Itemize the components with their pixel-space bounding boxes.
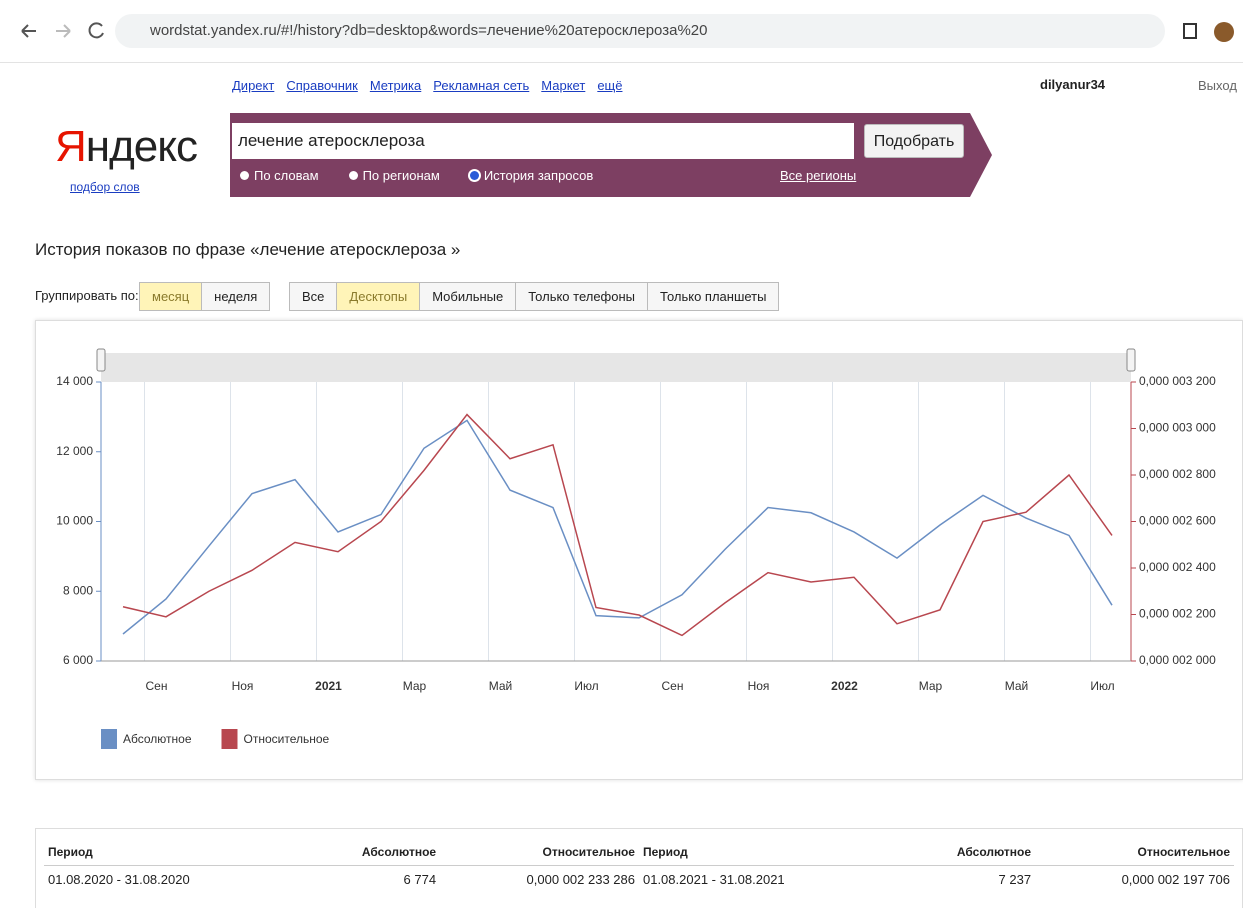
logo[interactable]: Яндекс xyxy=(55,122,197,172)
x-tick-label: Мар xyxy=(919,679,943,693)
extension-icons xyxy=(1180,18,1240,46)
link[interactable]: ещё xyxy=(597,78,622,93)
x-tick-label: Ноя xyxy=(232,679,254,693)
y2-tick-label: 0,000 002 200 xyxy=(1139,607,1216,621)
x-tick-label: 2022 xyxy=(831,679,858,693)
device-option[interactable]: Мобильные xyxy=(419,282,516,311)
avatar[interactable] xyxy=(1214,22,1234,42)
y2-tick-label: 0,000 002 800 xyxy=(1139,467,1216,481)
x-tick-label: Сен xyxy=(146,679,168,693)
y-tick-label: 8 000 xyxy=(63,583,93,597)
y2-tick-label: 0,000 002 000 xyxy=(1139,653,1216,667)
cell: 01.08.2021 - 31.08.2021 xyxy=(639,866,895,894)
search-input[interactable]: лечение атеросклероза xyxy=(232,123,854,159)
header-cell: Относительное xyxy=(1035,839,1234,866)
legend-label: Абсолютное xyxy=(123,732,192,746)
group-option[interactable]: месяц xyxy=(139,282,202,311)
page-heading: История показов по фразе «лечение атерос… xyxy=(35,240,460,260)
header-cell: Период xyxy=(44,839,300,866)
link[interactable]: Рекламная сеть xyxy=(433,78,529,93)
group-buttons: месяц неделя xyxy=(140,282,270,311)
reload-icon[interactable] xyxy=(90,23,103,37)
header-row: Период Абсолютное Относительное Период А… xyxy=(44,839,1234,866)
mode-radio[interactable]: История запросов xyxy=(470,168,594,183)
y-tick-label: 6 000 xyxy=(63,653,93,667)
cell: 0,000 002 197 706 xyxy=(1035,866,1234,894)
navigator-handle xyxy=(97,349,105,371)
address-bar[interactable]: wordstat.yandex.ru/#!/history?db=desktop… xyxy=(115,14,1165,48)
x-tick-label: 2021 xyxy=(315,679,342,693)
device-option[interactable]: Только планшеты xyxy=(647,282,779,311)
device-buttons: Все Десктопы Мобильные Только телефоны Т… xyxy=(290,282,779,311)
x-tick-label: Сен xyxy=(662,679,684,693)
y-tick-label: 10 000 xyxy=(56,514,93,528)
link[interactable]: Директ xyxy=(232,78,274,93)
legend-swatch xyxy=(222,729,238,749)
logo-subtitle[interactable]: подбор слов xyxy=(70,180,140,194)
table: Период Абсолютное Относительное Период А… xyxy=(44,839,1234,893)
y2-tick-label: 0,000 002 400 xyxy=(1139,560,1216,574)
service-links: Директ Справочник Метрика Рекламная сеть… xyxy=(232,78,622,93)
search-button[interactable]: Подобрать xyxy=(864,124,964,158)
cell: 7 237 xyxy=(895,866,1035,894)
x-tick-label: Июл xyxy=(574,679,598,693)
browser-toolbar: wordstat.yandex.ru/#!/history?db=desktop… xyxy=(0,0,1243,63)
link[interactable]: Маркет xyxy=(541,78,585,93)
nav-icons xyxy=(0,0,115,62)
device-option[interactable]: Десктопы xyxy=(336,282,420,311)
navigator-handle xyxy=(1127,349,1135,371)
link[interactable]: Справочник xyxy=(286,78,358,93)
legend-swatch xyxy=(101,729,117,749)
mode-radio[interactable]: По словам xyxy=(240,168,319,183)
forward-icon[interactable] xyxy=(56,25,70,37)
mode-radio[interactable]: По регионам xyxy=(349,168,440,183)
device-option[interactable]: Только телефоны xyxy=(515,282,648,311)
header-cell: Абсолютное xyxy=(300,839,440,866)
x-tick-label: Ноя xyxy=(748,679,770,693)
logout[interactable]: Выход xyxy=(1198,78,1237,93)
group-option[interactable]: неделя xyxy=(201,282,270,311)
y2-tick-label: 0,000 003 000 xyxy=(1139,421,1216,435)
cell: 01.08.2020 - 31.08.2020 xyxy=(44,866,300,894)
regions-link[interactable]: Все регионы xyxy=(780,168,856,183)
x-tick-label: Июл xyxy=(1090,679,1114,693)
chart: Сен Ноя 2021 Мар Май Июл Сен Ноя 2022 Мар Май Июл 6 … xyxy=(36,321,1242,779)
header-cell: Период xyxy=(639,839,895,866)
header-cell: Относительное xyxy=(440,839,639,866)
cell: 6 774 xyxy=(300,866,440,894)
x-tick-label: Мар xyxy=(403,679,427,693)
search-panel-arrow xyxy=(970,113,992,197)
search-modes: По словам По регионам История запросов xyxy=(240,168,593,183)
back-icon[interactable] xyxy=(22,25,36,37)
y-tick-label: 14 000 xyxy=(56,374,93,388)
navigator-band xyxy=(101,353,1131,382)
y2-tick-label: 0,000 002 600 xyxy=(1139,514,1216,528)
legend-label: Относительное xyxy=(244,732,330,746)
stats-table: Период Абсолютное Относительное Период А… xyxy=(35,828,1243,908)
series-line xyxy=(123,415,1112,636)
row: 01.08.2020 - 31.08.2020 6 774 0,000 002 … xyxy=(44,866,1234,894)
x-tick-label: Май xyxy=(489,679,513,693)
group-label: Группировать по: xyxy=(35,288,139,303)
series-line xyxy=(123,420,1112,634)
y-tick-label: 12 000 xyxy=(56,444,93,458)
wordstat-page: wordstat.yandex.ru/#!/history?db=desktop… xyxy=(0,0,1243,899)
header-cell: Абсолютное xyxy=(895,839,1035,866)
device-option[interactable]: Все xyxy=(289,282,337,311)
sidebar-icon[interactable] xyxy=(1184,24,1196,38)
cell: 0,000 002 233 286 xyxy=(440,866,639,894)
link[interactable]: Метрика xyxy=(370,78,421,93)
username[interactable]: dilyanur34 xyxy=(1040,77,1105,92)
page: {"browser": {"url": "wordstat.yandex.ru/… xyxy=(0,0,1243,899)
x-tick-label: Май xyxy=(1005,679,1029,693)
chart-panel: Сен Ноя 2021 Мар Май Июл Сен Ноя 2022 Мар Май Июл 6 … xyxy=(35,320,1243,780)
y2-tick-label: 0,000 003 200 xyxy=(1139,374,1216,388)
